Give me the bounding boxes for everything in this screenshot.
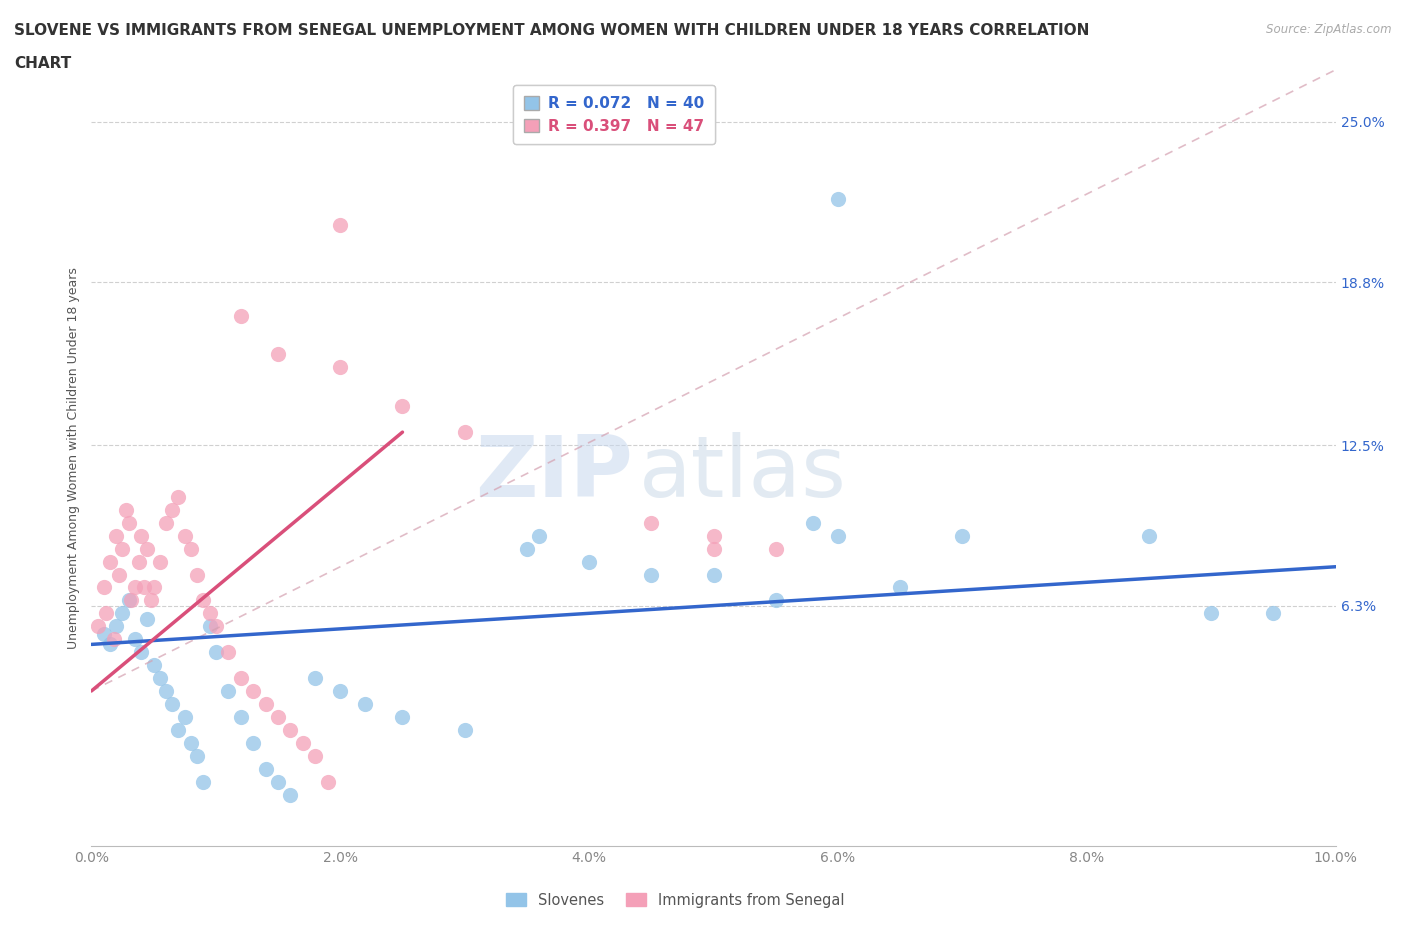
Point <box>198 618 221 633</box>
Point <box>167 489 190 504</box>
Point <box>98 554 121 569</box>
Point <box>578 554 600 569</box>
Point <box>329 684 352 698</box>
Point <box>1201 606 1223 621</box>
Text: CHART: CHART <box>14 56 72 71</box>
Point <box>304 749 326 764</box>
Point <box>229 308 252 323</box>
Point <box>889 580 911 595</box>
Point <box>316 774 339 789</box>
Point <box>529 528 551 543</box>
Point <box>180 736 202 751</box>
Point <box>142 580 165 595</box>
Point <box>354 697 377 711</box>
Point <box>198 606 221 621</box>
Text: ZIP: ZIP <box>475 432 633 515</box>
Point <box>86 618 108 633</box>
Point <box>129 528 152 543</box>
Point <box>280 787 302 802</box>
Point <box>180 541 202 556</box>
Point <box>765 541 787 556</box>
Point <box>453 723 475 737</box>
Legend: Slovenes, Immigrants from Senegal: Slovenes, Immigrants from Senegal <box>499 886 851 913</box>
Point <box>254 697 277 711</box>
Point <box>155 515 177 530</box>
Point <box>93 580 115 595</box>
Point <box>640 515 662 530</box>
Point <box>801 515 824 530</box>
Point <box>217 684 239 698</box>
Point <box>105 528 128 543</box>
Legend: R = 0.072   N = 40, R = 0.397   N = 47: R = 0.072 N = 40, R = 0.397 N = 47 <box>513 86 716 144</box>
Point <box>155 684 177 698</box>
Point <box>149 671 172 685</box>
Point <box>98 637 121 652</box>
Point <box>391 399 413 414</box>
Point <box>128 554 150 569</box>
Point <box>267 347 290 362</box>
Point <box>217 644 239 659</box>
Point <box>242 736 264 751</box>
Point <box>827 192 849 206</box>
Point <box>96 606 118 621</box>
Point <box>291 736 314 751</box>
Point <box>186 567 208 582</box>
Point <box>702 528 725 543</box>
Point <box>136 611 159 626</box>
Point <box>453 425 475 440</box>
Point <box>391 710 413 724</box>
Point <box>267 710 290 724</box>
Point <box>193 774 215 789</box>
Point <box>280 723 302 737</box>
Point <box>162 697 184 711</box>
Point <box>205 644 228 659</box>
Text: atlas: atlas <box>638 432 846 515</box>
Point <box>136 541 159 556</box>
Point <box>329 360 352 375</box>
Point <box>205 618 228 633</box>
Point <box>132 580 155 595</box>
Point <box>105 618 128 633</box>
Point <box>162 502 184 517</box>
Point <box>267 774 290 789</box>
Point <box>702 541 725 556</box>
Point <box>111 541 134 556</box>
Point <box>139 593 162 608</box>
Point <box>765 593 787 608</box>
Point <box>242 684 264 698</box>
Point <box>93 627 115 642</box>
Point <box>111 606 134 621</box>
Point <box>304 671 326 685</box>
Point <box>115 502 138 517</box>
Text: Source: ZipAtlas.com: Source: ZipAtlas.com <box>1267 23 1392 36</box>
Point <box>118 593 141 608</box>
Text: SLOVENE VS IMMIGRANTS FROM SENEGAL UNEMPLOYMENT AMONG WOMEN WITH CHILDREN UNDER : SLOVENE VS IMMIGRANTS FROM SENEGAL UNEMP… <box>14 23 1090 38</box>
Point <box>118 515 141 530</box>
Point <box>254 761 277 776</box>
Point <box>702 567 725 582</box>
Point <box>516 541 538 556</box>
Y-axis label: Unemployment Among Women with Children Under 18 years: Unemployment Among Women with Children U… <box>66 267 80 649</box>
Point <box>827 528 849 543</box>
Point <box>173 710 195 724</box>
Point <box>329 218 352 232</box>
Point <box>142 658 165 672</box>
Point <box>129 644 152 659</box>
Point <box>950 528 973 543</box>
Point <box>173 528 195 543</box>
Point <box>640 567 662 582</box>
Point <box>107 567 129 582</box>
Point <box>1137 528 1160 543</box>
Point <box>229 710 252 724</box>
Point <box>149 554 172 569</box>
Point <box>124 580 146 595</box>
Point <box>193 593 215 608</box>
Point <box>124 631 146 646</box>
Point <box>1263 606 1285 621</box>
Point <box>167 723 190 737</box>
Point <box>186 749 208 764</box>
Point <box>103 631 125 646</box>
Point <box>120 593 142 608</box>
Point <box>229 671 252 685</box>
